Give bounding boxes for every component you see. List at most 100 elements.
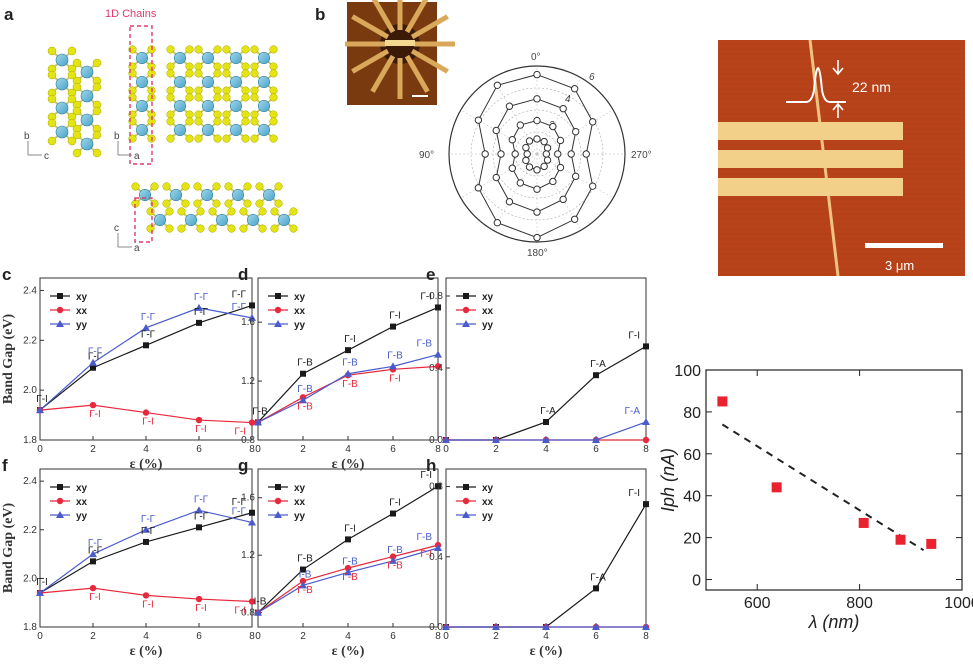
metal-atom: [174, 100, 187, 113]
triangle-marker: [442, 623, 450, 630]
polar-point: [542, 150, 551, 158]
polar-point: [572, 127, 580, 136]
circle-marker: [248, 419, 256, 426]
triangle-marker: [248, 518, 256, 526]
panel-label: g: [238, 456, 248, 475]
x-tick-label: 6: [593, 631, 599, 642]
data-point: [858, 517, 869, 528]
polar-point: [493, 81, 502, 89]
legend-label: xy: [482, 292, 494, 303]
data-point: [771, 482, 782, 493]
legend-label: xx: [76, 497, 88, 508]
legend-label: xx: [482, 306, 494, 317]
ligand-atom: [165, 207, 174, 216]
point-annotation: Γ-A: [624, 406, 640, 417]
legend-label: xx: [294, 497, 306, 508]
triangle-marker: [56, 320, 64, 327]
scale-bar: [865, 243, 943, 248]
polar-point: [572, 172, 580, 181]
point-annotation: Γ-B: [387, 561, 403, 572]
arrow-up-icon: [832, 102, 844, 118]
polar-spoke: [492, 77, 538, 155]
point-annotation: Γ-I: [142, 599, 154, 610]
polar-point: [543, 144, 552, 152]
square-marker: [143, 342, 149, 349]
circle-marker: [462, 306, 470, 314]
ligand-atom: [269, 69, 278, 78]
ligand-atom: [72, 82, 82, 92]
electrode-finger: [410, 14, 449, 40]
y-tick-label: 2.2: [23, 335, 37, 346]
polar-point: [508, 136, 517, 144]
square-marker: [390, 510, 396, 517]
x-tick-label: 0: [37, 631, 43, 642]
point-annotation: I-B: [254, 597, 267, 608]
point-annotation: Γ-B: [342, 556, 358, 567]
triangle-marker: [389, 362, 397, 370]
legend-label: xx: [76, 306, 88, 317]
polar-point: [525, 137, 534, 145]
point-annotation: Γ-Γ: [194, 494, 209, 505]
ligand-atom: [72, 106, 82, 116]
metal-atom: [80, 137, 94, 151]
point-annotation: Γ-I: [389, 373, 401, 384]
chain-highlight-box: [129, 25, 153, 165]
metal-atom: [201, 189, 214, 202]
x-tick-label: 0: [443, 444, 449, 455]
polar-radial-label: 4: [565, 94, 571, 105]
circle-marker: [462, 497, 470, 505]
x-tick-label: 6: [390, 631, 396, 642]
point-annotation: Γ-I: [234, 605, 246, 616]
point-annotation: Γ-B: [297, 585, 313, 596]
metal-atom: [170, 189, 183, 202]
point-annotation: Γ-I: [389, 498, 401, 509]
y-tick-label: 0.8: [429, 291, 443, 302]
metal-atom: [230, 124, 243, 137]
electrode-finger: [371, 0, 396, 34]
polar-point: [570, 85, 579, 93]
point-annotation: Γ-Γ: [194, 307, 209, 318]
chart-panel-g: g 0 2 4 6 8 0.8 1.2 1.6 ε (%) xy xx yy I-B Γ-B Γ-I Γ-I Γ-…: [238, 456, 442, 659]
ligand-atom: [47, 46, 57, 56]
circle-marker: [89, 584, 97, 592]
legend-label: xx: [482, 497, 494, 508]
chart-panel-c: c 0 2 4 6 8 1.8 2.0 2.2 2.4 ε (%) Band Gap (eV) xy xx…: [1, 265, 256, 472]
ligand-atom: [243, 199, 252, 208]
triangle-marker: [89, 550, 97, 558]
x-tick-label: 4: [543, 444, 549, 455]
ligand-atom: [185, 86, 194, 95]
point-annotation: Γ-B: [297, 401, 313, 412]
legend-label: yy: [482, 511, 494, 522]
ligand-atom: [241, 45, 250, 54]
ligand-atom: [239, 224, 248, 233]
triangle-marker: [642, 418, 650, 425]
ligand-atom: [289, 207, 298, 216]
ligand-atom: [185, 93, 194, 102]
point-annotation: Γ-Γ: [232, 302, 247, 313]
circle-marker: [195, 595, 203, 603]
point-annotation: Γ-B: [297, 554, 313, 565]
metal-atom: [80, 113, 94, 127]
metal-atom: [55, 125, 69, 139]
ligand-atom: [47, 136, 57, 146]
ligand-atom: [92, 148, 102, 158]
ligand-atom: [92, 58, 102, 68]
square-marker: [300, 566, 306, 573]
polar-point: [567, 150, 575, 158]
square-marker: [435, 304, 441, 311]
point-annotation: Γ-I: [344, 523, 356, 534]
point-annotation: Γ-I: [195, 603, 207, 614]
ligand-atom: [212, 199, 221, 208]
y-tick-label: 40: [683, 489, 701, 506]
y-tick-label: 20: [683, 531, 701, 548]
point-annotation: Γ-B: [297, 358, 313, 369]
square-marker: [275, 484, 281, 490]
point-annotation: Γ-Γ: [141, 526, 156, 537]
point-annotation: Γ-I: [389, 311, 401, 322]
ligand-atom: [166, 134, 175, 143]
panel-label: e: [426, 265, 435, 284]
x-axis-label: ε (%): [130, 644, 163, 659]
triangle-marker: [299, 396, 307, 404]
metal-atom: [80, 65, 94, 79]
